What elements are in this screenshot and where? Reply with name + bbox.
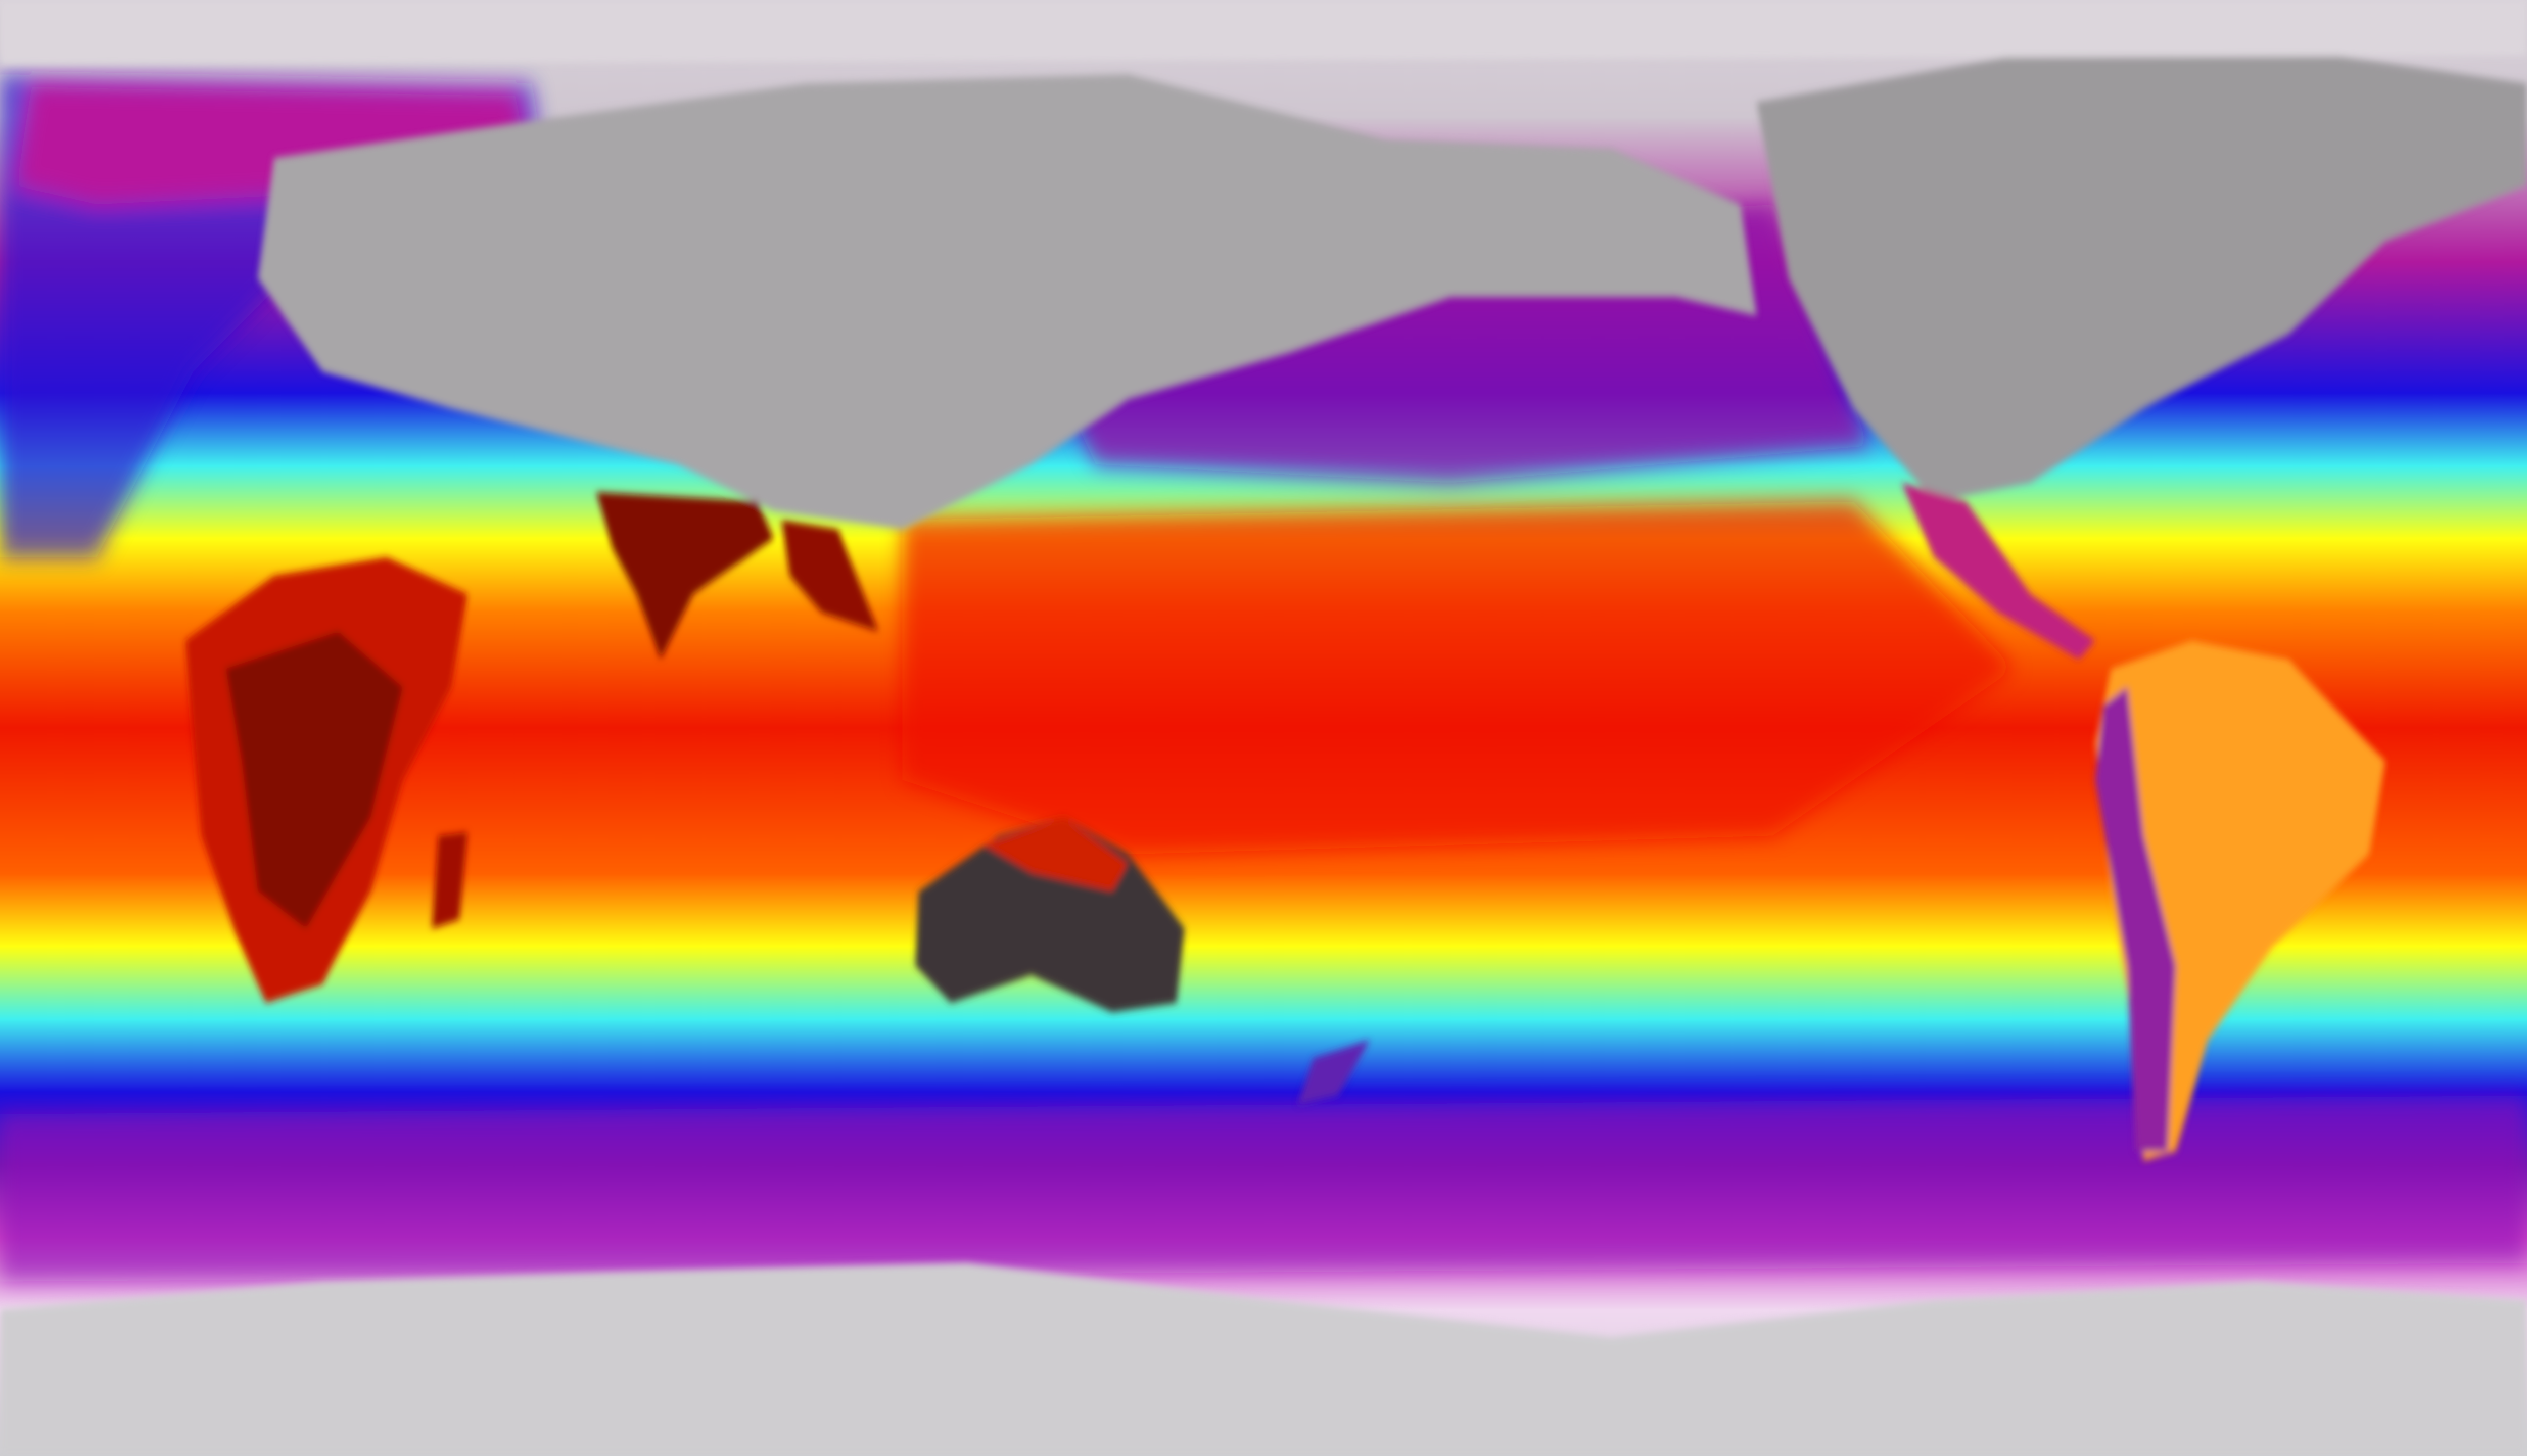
- new-zealand: [1297, 1040, 1370, 1105]
- antarctica-landmass: [0, 1262, 2527, 1456]
- andes-mountains: [2095, 687, 2176, 1152]
- north-america-landmass: [1756, 56, 2527, 502]
- south-pacific-warm-pool: [902, 501, 2015, 855]
- madagascar: [432, 832, 467, 929]
- southeast-asia-landmass: [781, 520, 878, 632]
- africa-hot-interior: [225, 631, 403, 929]
- central-america: [1901, 483, 2095, 660]
- southern-ocean-purple: [0, 1096, 2527, 1282]
- eurasia-landmass: [258, 74, 1757, 530]
- australia-north-coast: [983, 817, 1129, 891]
- arctic-ice: [0, 0, 2527, 65]
- india-landmass: [596, 492, 774, 660]
